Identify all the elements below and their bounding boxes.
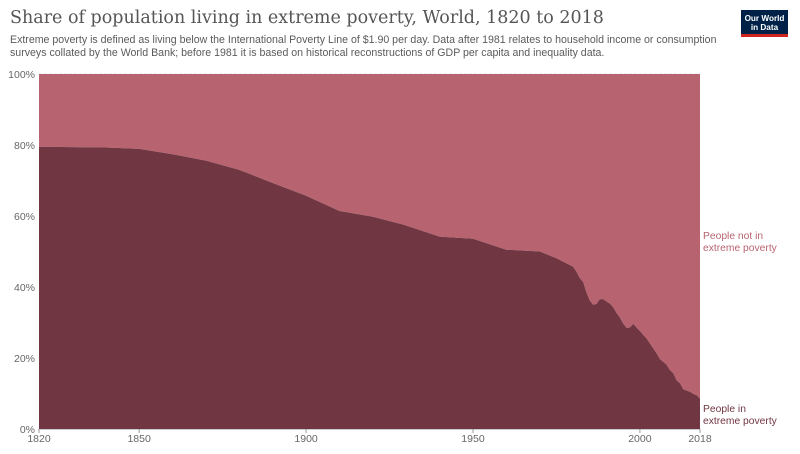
x-tick-label: 1820 (27, 433, 51, 445)
x-axis-ticks: 1820 1850 1900 1950 2000 2018 (27, 429, 712, 445)
x-tick-label: 1900 (294, 433, 318, 445)
y-tick-label: 100% (8, 69, 35, 81)
y-tick-label: 20% (14, 353, 35, 365)
logo-line-1: Our World (744, 14, 785, 23)
area-not-in-extreme-poverty[interactable] (39, 74, 700, 399)
chart-title: Share of population living in extreme po… (10, 8, 604, 28)
y-axis-ticks: 0% 20% 40% 60% 80% 100% (8, 69, 35, 436)
area-in-extreme-poverty[interactable] (39, 146, 700, 429)
x-tick-label: 2000 (628, 433, 652, 445)
label-not-in-extreme-poverty[interactable]: People not in extreme poverty (703, 231, 778, 254)
label-in-extreme-poverty[interactable]: People in extreme poverty (703, 404, 778, 427)
y-tick-label: 60% (14, 211, 35, 223)
y-tick-label: 80% (14, 140, 35, 152)
chart-subtitle: Extreme poverty is defined as living bel… (10, 34, 717, 59)
y-tick-label: 40% (14, 282, 35, 294)
x-tick-label: 1850 (127, 433, 151, 445)
area-layer (39, 74, 700, 429)
x-tick-label: 2018 (688, 433, 712, 445)
x-tick-label: 1950 (461, 433, 485, 445)
owid-logo[interactable]: Our World in Data (741, 10, 788, 37)
logo-line-2: in Data (750, 23, 779, 32)
series-labels: People not in extreme poverty People in ext… (703, 231, 778, 427)
y-tick-label: 0% (20, 424, 35, 436)
